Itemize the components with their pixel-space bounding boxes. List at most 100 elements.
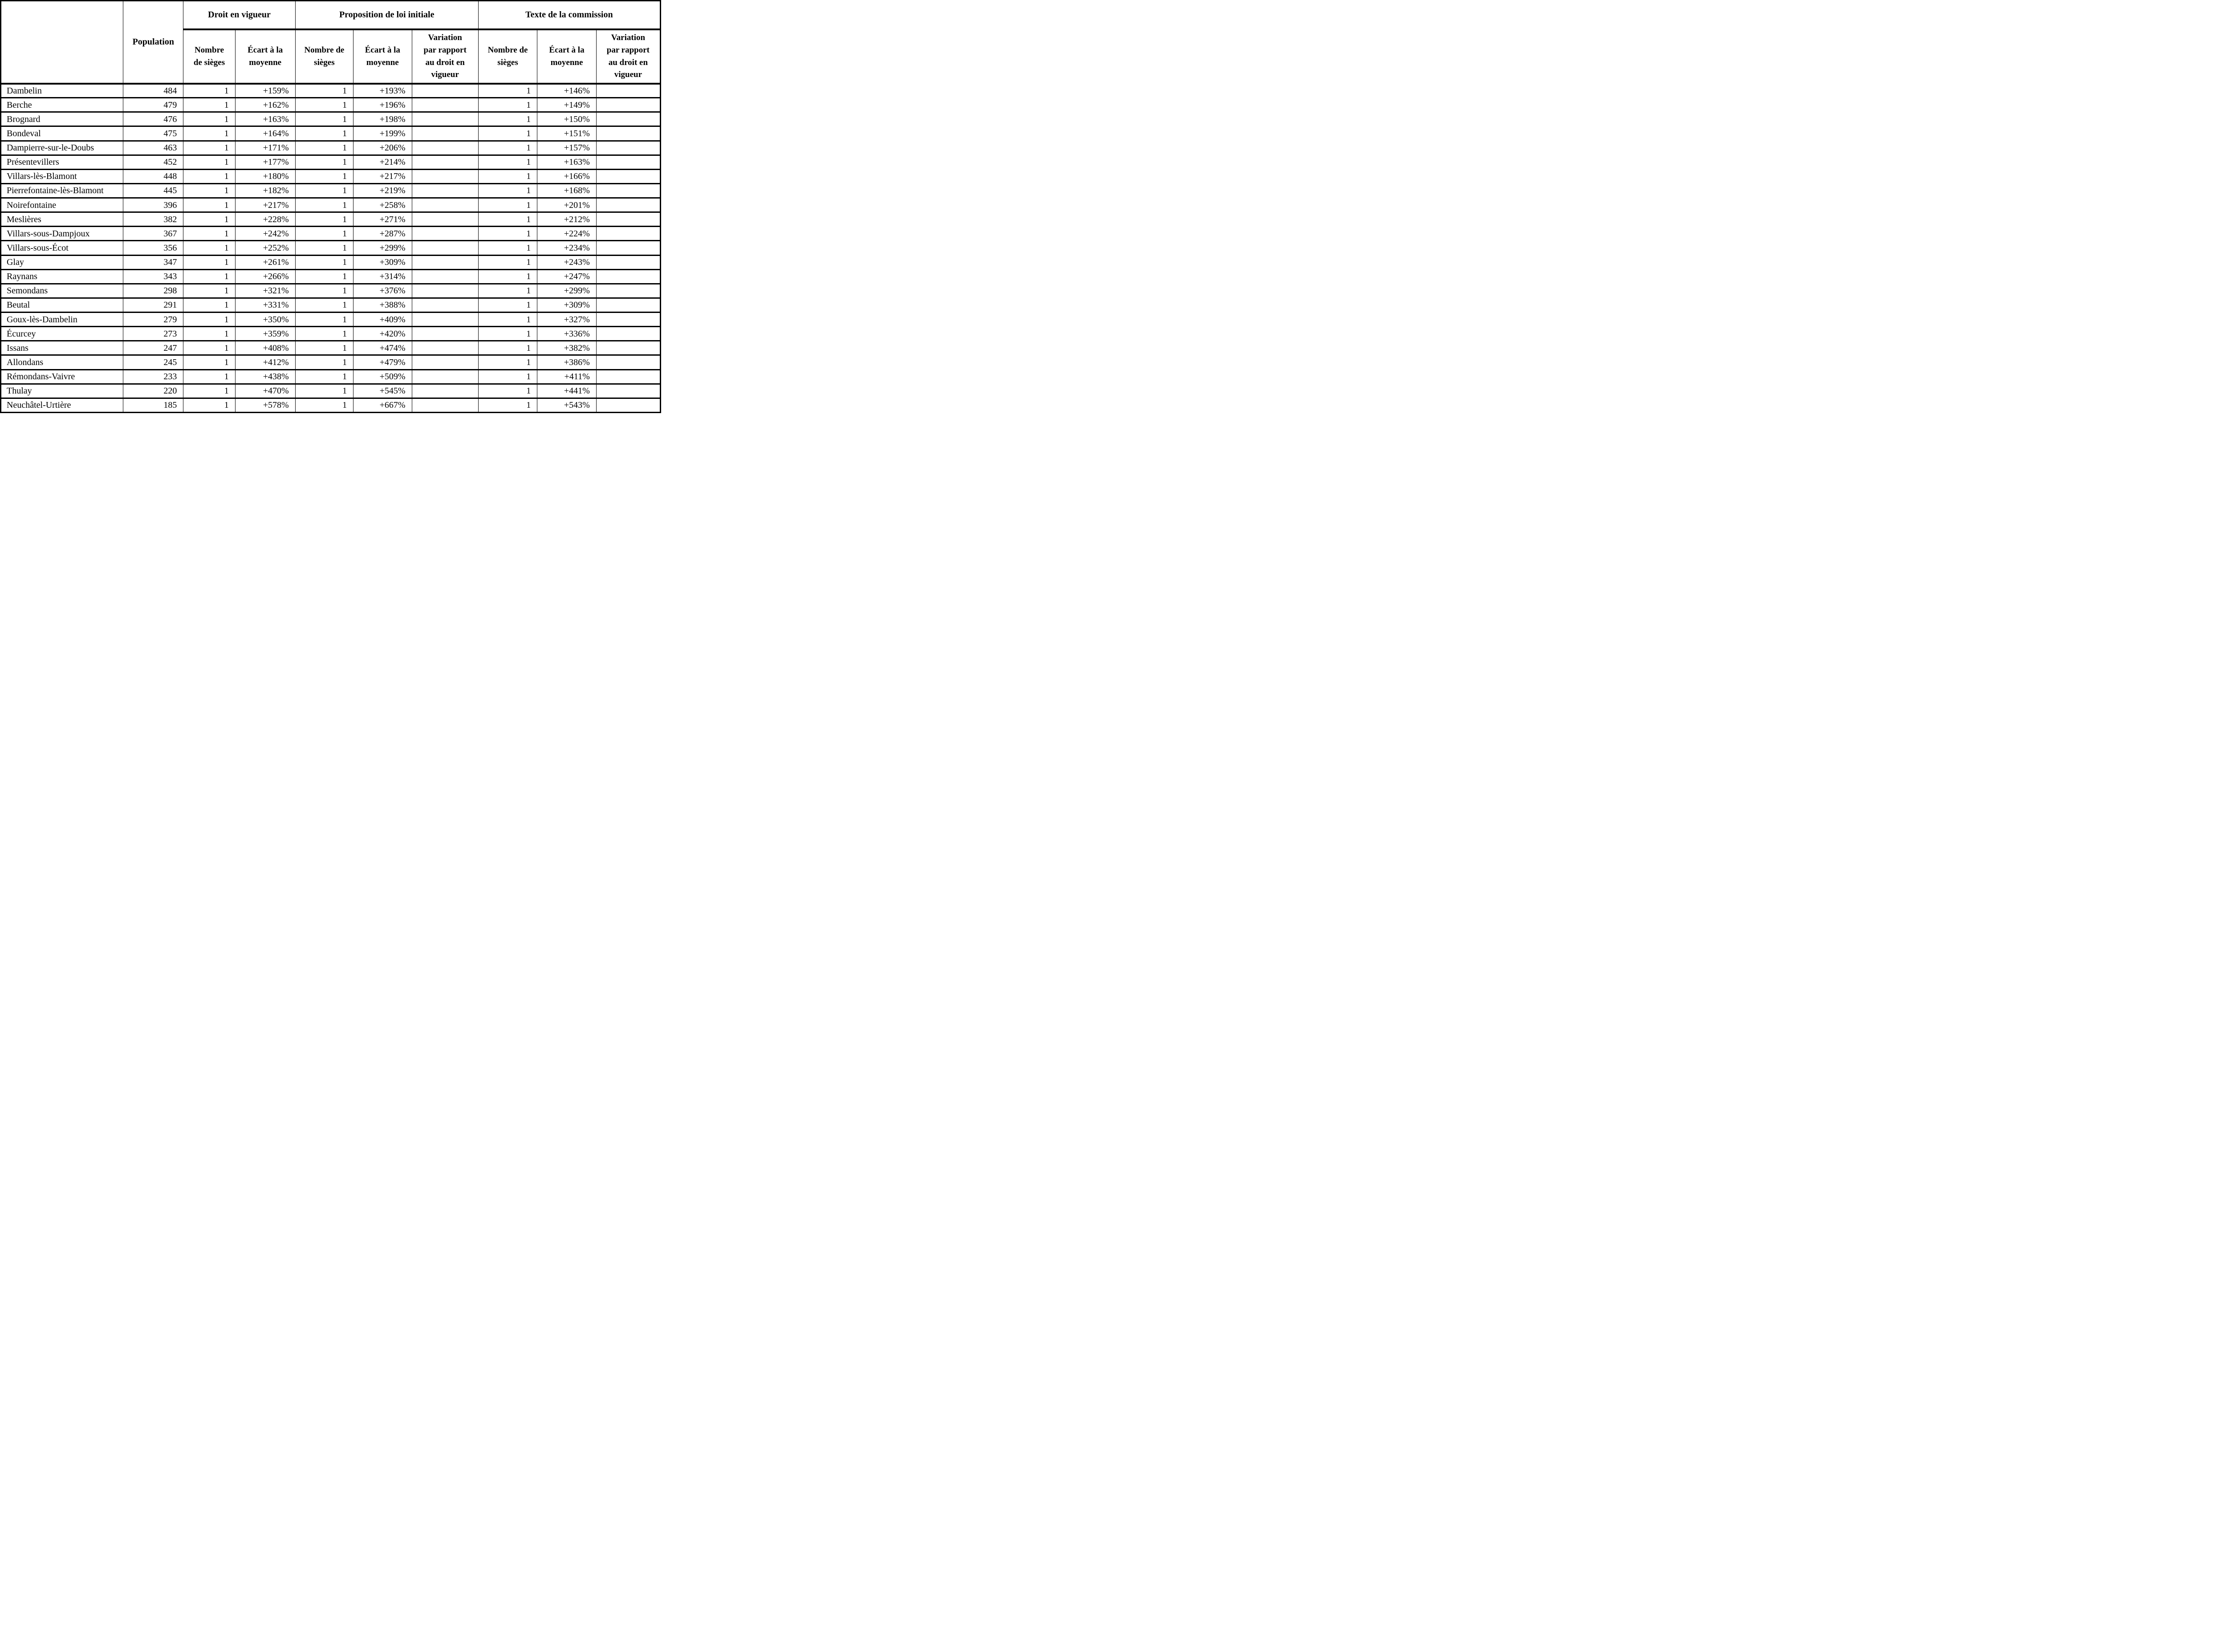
prop-ecart-cell: +206% [353, 140, 412, 155]
prop-ecart-cell: +271% [353, 211, 412, 227]
comm-sieges-cell: 1 [478, 340, 538, 355]
table-row: Issans 247 1 +408% 1 +474% 1 +382% [0, 340, 661, 355]
comm-variation-cell [596, 82, 661, 98]
population-cell: 185 [123, 397, 184, 413]
comm-sieges-cell: 1 [478, 226, 538, 241]
comm-ecart-header: Écart à la moyenne [537, 28, 597, 84]
comm-variation-cell [596, 126, 661, 141]
prop-ecart-cell: +509% [353, 369, 412, 384]
commune-name-cell: Présentevillers [0, 154, 124, 170]
prop-variation-cell [411, 369, 479, 384]
comm-sieges-header: Nombre de sièges [478, 28, 538, 84]
droit-sieges-cell: 1 [183, 297, 236, 313]
prop-ecart-cell: +388% [353, 297, 412, 313]
corner-cell [0, 0, 124, 84]
population-cell: 347 [123, 254, 184, 270]
droit-sieges-cell: 1 [183, 268, 236, 284]
prop-ecart-cell: +667% [353, 397, 412, 413]
comm-sieges-cell: 1 [478, 197, 538, 212]
droit-sieges-cell: 1 [183, 254, 236, 270]
comm-variation-cell [596, 226, 661, 241]
comm-sieges-cell: 1 [478, 183, 538, 198]
droit-ecart-cell: +412% [235, 354, 296, 369]
prop-ecart-cell: +287% [353, 226, 412, 241]
commune-name-cell: Rémondans-Vaivre [0, 369, 124, 384]
prop-sieges-cell: 1 [295, 140, 354, 155]
population-cell: 445 [123, 183, 184, 198]
prop-sieges-cell: 1 [295, 211, 354, 227]
prop-ecart-cell: +309% [353, 254, 412, 270]
prop-sieges-cell: 1 [295, 354, 354, 369]
comm-ecart-cell: +243% [537, 254, 597, 270]
comm-sieges-cell: 1 [478, 297, 538, 313]
table-header: Population Droit en vigueur Proposition … [0, 0, 661, 84]
communes-seats-table: Population Droit en vigueur Proposition … [0, 0, 661, 413]
population-cell: 279 [123, 311, 184, 327]
droit-sieges-cell: 1 [183, 326, 236, 341]
prop-ecart-cell: +258% [353, 197, 412, 212]
prop-variation-cell [411, 126, 479, 141]
prop-sieges-cell: 1 [295, 268, 354, 284]
comm-sieges-cell: 1 [478, 397, 538, 413]
table-row: Rémondans-Vaivre 233 1 +438% 1 +509% 1 +411% [0, 369, 661, 384]
prop-variation-header: Variation par rapport au droit en vigueu… [411, 28, 479, 84]
comm-sieges-cell: 1 [478, 383, 538, 398]
droit-sieges-cell: 1 [183, 197, 236, 212]
prop-variation-cell [411, 383, 479, 398]
droit-sieges-cell: 1 [183, 97, 236, 112]
comm-variation-cell [596, 340, 661, 355]
population-header: Population [123, 0, 184, 84]
prop-sieges-cell: 1 [295, 126, 354, 141]
prop-variation-cell [411, 154, 479, 170]
comm-ecart-cell: +163% [537, 154, 597, 170]
table-row: Pierrefontaine-lès-Blamont 445 1 +182% 1 +219… [0, 183, 661, 198]
prop-variation-cell [411, 168, 479, 184]
comm-sieges-cell: 1 [478, 140, 538, 155]
comm-ecart-cell: +212% [537, 211, 597, 227]
droit-sieges-cell: 1 [183, 311, 236, 327]
droit-ecart-cell: +163% [235, 111, 296, 126]
commune-name-cell: Neuchâtel-Urtière [0, 397, 124, 413]
population-cell: 245 [123, 354, 184, 369]
comm-sieges-cell: 1 [478, 211, 538, 227]
comm-ecart-cell: +247% [537, 268, 597, 284]
droit-ecart-cell: +578% [235, 397, 296, 413]
droit-ecart-cell: +470% [235, 383, 296, 398]
comm-ecart-cell: +327% [537, 311, 597, 327]
commune-name-cell: Issans [0, 340, 124, 355]
droit-ecart-cell: +159% [235, 82, 296, 98]
group-header-texte-commission: Texte de la commission [478, 0, 661, 29]
comm-sieges-cell: 1 [478, 111, 538, 126]
prop-ecart-cell: +474% [353, 340, 412, 355]
prop-sieges-cell: 1 [295, 340, 354, 355]
comm-variation-cell [596, 369, 661, 384]
comm-ecart-cell: +386% [537, 354, 597, 369]
droit-ecart-cell: +171% [235, 140, 296, 155]
comm-variation-cell [596, 311, 661, 327]
comm-variation-cell [596, 240, 661, 255]
comm-variation-cell [596, 154, 661, 170]
droit-sieges-cell: 1 [183, 354, 236, 369]
prop-sieges-cell: 1 [295, 183, 354, 198]
comm-variation-cell [596, 211, 661, 227]
droit-ecart-cell: +438% [235, 369, 296, 384]
prop-variation-cell [411, 311, 479, 327]
comm-sieges-cell: 1 [478, 369, 538, 384]
table-row: Villars-sous-Dampjoux 367 1 +242% 1 +287% 1 +22… [0, 226, 661, 241]
prop-sieges-cell: 1 [295, 326, 354, 341]
table-body: Dambelin 484 1 +159% 1 +193% 1 +146% Berche 479 1 +… [0, 82, 661, 413]
commune-name-cell: Villars-sous-Dampjoux [0, 226, 124, 241]
prop-ecart-cell: +199% [353, 126, 412, 141]
population-cell: 367 [123, 226, 184, 241]
prop-ecart-cell: +198% [353, 111, 412, 126]
comm-variation-cell [596, 297, 661, 313]
commune-name-cell: Villars-lès-Blamont [0, 168, 124, 184]
comm-variation-cell [596, 197, 661, 212]
comm-sieges-cell: 1 [478, 268, 538, 284]
droit-ecart-cell: +321% [235, 283, 296, 298]
commune-name-cell: Goux-lès-Dambelin [0, 311, 124, 327]
prop-ecart-cell: +299% [353, 240, 412, 255]
group-header-row: Population Droit en vigueur Proposition … [0, 0, 661, 84]
droit-sieges-cell: 1 [183, 211, 236, 227]
prop-variation-cell [411, 254, 479, 270]
